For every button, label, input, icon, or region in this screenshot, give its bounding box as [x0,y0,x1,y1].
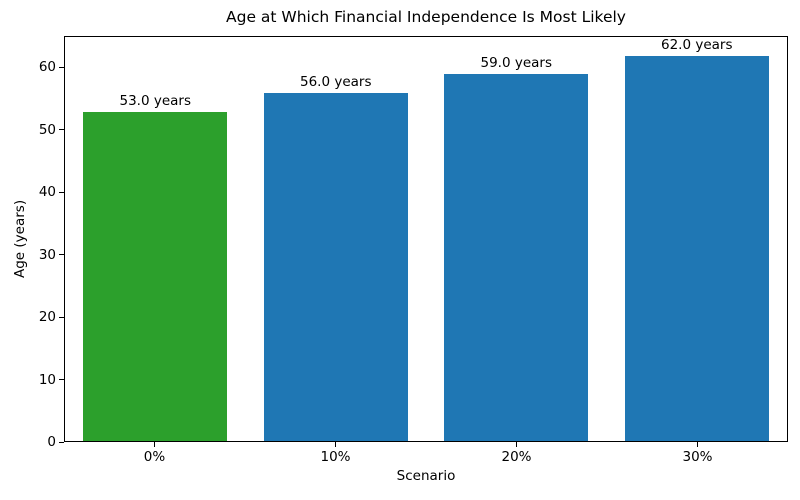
y-tick-label: 0 [47,434,56,450]
y-tick-mark [59,254,64,256]
bar-slot: 56.0 years [246,37,427,441]
x-tick-mark [335,442,336,447]
x-tick-label: 20% [501,449,532,465]
y-tick-mark [59,66,64,68]
bar-value-label: 53.0 years [119,92,191,109]
x-tick-mark [154,442,155,447]
bar-value-label: 56.0 years [299,73,372,90]
bar-slot: 62.0 years [607,37,788,441]
y-tick-label: 60 [38,59,56,76]
y-axis-label: Age (years) [12,199,28,279]
bar-slot: 59.0 years [426,37,607,441]
x-tick-mark [516,442,517,447]
plot-area: 53.0 years 56.0 years 59.0 years 62.0 years [64,36,788,442]
x-axis-label: Scenario [396,468,456,484]
y-tick-label: 50 [38,121,56,138]
y-tick-mark [59,191,64,193]
bar-value-label: 62.0 years [660,36,733,53]
y-tick-label: 30 [38,246,56,263]
y-tick-label: 40 [38,184,56,201]
x-tick-label: 30% [682,449,713,465]
bars-container: 53.0 years 56.0 years 59.0 years 62.0 years [65,37,787,441]
x-tick-label: 0% [143,449,166,465]
bar-10% [263,92,408,441]
x-tick-mark [697,442,698,447]
bar-0% [83,111,228,441]
y-tick-mark [59,129,64,131]
x-tick-label: 10% [320,449,351,465]
y-tick-mark [59,316,64,318]
bar-20% [444,74,589,441]
bar-slot: 53.0 years [65,37,246,441]
y-tick-mark [59,441,64,443]
y-tick-mark [59,379,64,381]
chart-title: Age at Which Financial Independence Is M… [226,8,626,26]
bar-30% [624,55,769,441]
y-tick-label: 10 [38,371,56,388]
y-tick-label: 20 [38,309,56,326]
bar-value-label: 59.0 years [480,55,552,72]
